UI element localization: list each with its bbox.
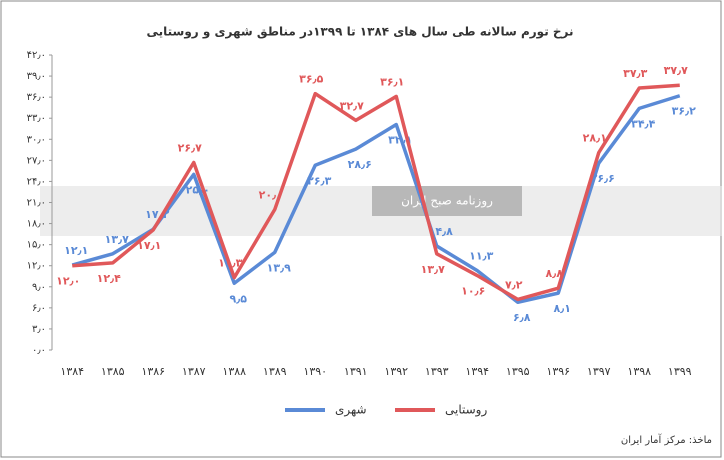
value-label: ۹٫۵	[229, 292, 247, 305]
value-label: ۲۶٫۷	[178, 141, 203, 154]
y-tick-label: ۱۲٫۰	[27, 261, 46, 272]
x-tick-label: ۱۳۸۷	[182, 365, 206, 378]
value-label: ۱۳٫۷	[421, 263, 446, 276]
x-tick-label: ۱۳۸۵	[101, 365, 125, 378]
value-label: ۱۲٫۴	[97, 272, 122, 285]
y-tick-label: ۲۷٫۰	[27, 155, 46, 166]
x-tick-label: ۱۳۹۷	[587, 365, 611, 378]
value-label: ۳۶٫۲	[672, 105, 697, 118]
x-tick-label: ۱۳۹۱	[344, 365, 368, 378]
x-tick-label: ۱۳۹۲	[384, 365, 408, 378]
x-tick-label: ۱۳۹۴	[465, 365, 489, 378]
y-tick-label: ۲۴٫۰	[27, 176, 46, 187]
y-tick-label: ۹٫۰	[32, 282, 46, 293]
value-label: ۳۷٫۷	[664, 64, 689, 77]
value-label: ۳۴٫۴	[631, 117, 656, 130]
y-tick-label: ۲۱٫۰	[27, 198, 46, 209]
x-tick-label: ۱۳۹۰	[303, 365, 327, 378]
y-tick-label: ۶٫۰	[32, 303, 46, 314]
x-tick-label: ۱۳۸۹	[263, 365, 287, 378]
y-tick-label: ۱۸٫۰	[27, 219, 46, 230]
value-label: ۳۷٫۳	[623, 67, 648, 80]
value-label: ۳۶٫۱	[380, 75, 404, 88]
value-label: ۲۶٫۶	[591, 172, 615, 185]
value-label: ۱۰٫۶	[461, 285, 485, 298]
chart-title: نرخ تورم سالانه طی سال های ۱۳۸۴ تا ۱۳۹۹د…	[147, 25, 574, 40]
value-label: ۱۲٫۰	[56, 275, 80, 288]
value-label: ۳۶٫۵	[299, 73, 324, 86]
watermark-box	[372, 186, 522, 216]
value-label: ۱۷٫۱	[137, 239, 161, 252]
value-label: ۸٫۱	[553, 302, 571, 315]
x-tick-label: ۱۳۹۹	[668, 365, 692, 378]
value-label: ۲۸٫۱	[583, 132, 607, 145]
y-tick-label: ۳٫۰	[32, 324, 46, 335]
legend-label: روستایی	[445, 403, 487, 418]
x-tick-label: ۱۳۸۴	[60, 365, 84, 378]
y-tick-label: ۱۵٫۰	[27, 240, 46, 251]
watermark: روزنامه صبح ایران	[401, 194, 493, 209]
value-label: ۱۴٫۸	[429, 225, 454, 238]
y-tick-label: ۴۲٫۰	[27, 50, 46, 61]
value-label: ۱۰٫۳	[218, 257, 243, 270]
value-label: ۱۱٫۳	[469, 250, 494, 263]
series-line	[71, 94, 681, 304]
value-label: ۱۲٫۱	[64, 244, 88, 257]
y-tick-label: ۳۶٫۰	[27, 92, 46, 103]
x-tick-label: ۱۳۹۸	[627, 365, 651, 378]
y-tick-label: ۳۹٫۰	[27, 71, 46, 82]
x-tick-label: ۱۳۹۶	[546, 365, 570, 378]
value-label: ۲۰٫۰	[259, 189, 283, 202]
y-tick-label: ۰٫۰	[32, 345, 46, 356]
value-label: ۸٫۸	[545, 267, 563, 280]
value-label: ۱۳٫۷	[105, 233, 130, 246]
y-tick-label: ۳۳٫۰	[27, 113, 46, 124]
value-label: ۳۲٫۷	[340, 99, 365, 112]
x-tick-label: ۱۳۸۸	[222, 365, 246, 378]
value-label: ۱۳٫۹	[267, 261, 292, 274]
value-label: ۶٫۸	[513, 311, 531, 324]
y-tick-label: ۳۰٫۰	[27, 134, 46, 145]
value-label: ۲۶٫۳	[307, 174, 332, 187]
value-label: ۲۸٫۶	[348, 158, 372, 171]
value-label: ۷٫۲	[505, 278, 523, 291]
source: ماخذ: مرکز آمار ایران	[621, 433, 712, 446]
x-tick-label: ۱۳۹۵	[506, 365, 530, 378]
legend-label: شهری	[335, 403, 367, 418]
x-tick-label: ۱۳۸۶	[141, 365, 165, 378]
x-tick-label: ۱۳۹۳	[425, 365, 449, 378]
series-line	[72, 83, 680, 302]
